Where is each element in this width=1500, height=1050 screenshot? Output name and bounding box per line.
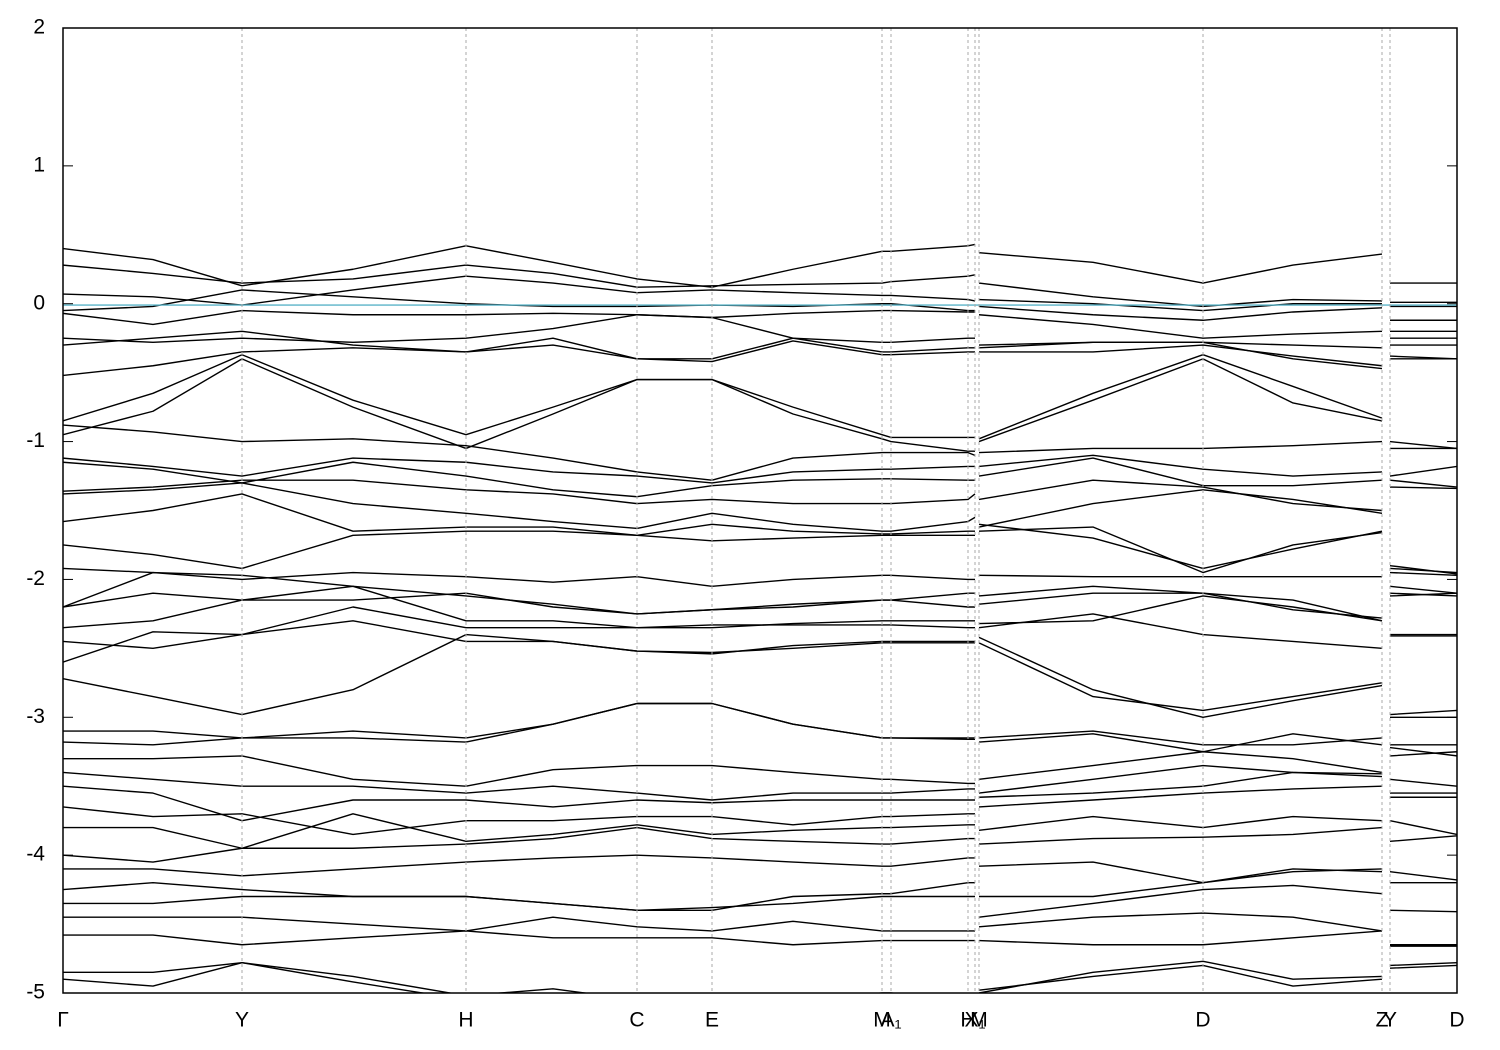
x-tick-label: Z <box>1376 1009 1389 1032</box>
band-line <box>63 702 1457 757</box>
x-tick-label: Y <box>1383 1009 1397 1032</box>
band-line <box>63 309 1457 339</box>
band-line <box>63 912 1457 946</box>
band-line <box>63 526 1457 575</box>
y-tick-label: 2 <box>33 16 45 39</box>
y-tick-label: -5 <box>26 981 45 1004</box>
x-tick-label: H <box>960 1009 975 1032</box>
x-tick-label: M <box>970 1009 988 1032</box>
band-line <box>63 854 1457 884</box>
band-line <box>63 567 1457 597</box>
x-tick-label: Γ <box>57 1009 69 1032</box>
x-tick-label: E <box>705 1009 719 1032</box>
x-tick-label: D <box>1449 1009 1464 1032</box>
band-line <box>63 457 1457 498</box>
band-line <box>63 264 1457 308</box>
band-line <box>63 243 1457 288</box>
plot-frame <box>62 27 1458 994</box>
band-line <box>63 746 1457 787</box>
x-tick-label: D <box>1195 1009 1210 1032</box>
y-tick-label: -2 <box>26 567 45 590</box>
band-line <box>63 354 1457 440</box>
band-line <box>63 960 1457 993</box>
band-line <box>63 314 1457 349</box>
plot-area <box>63 243 1457 993</box>
band-line <box>63 633 1457 718</box>
band-line <box>63 358 1457 452</box>
y-tick-label: -1 <box>26 429 45 452</box>
band-line <box>63 454 1457 484</box>
x-tick-label: C <box>629 1009 644 1032</box>
x-tick-label: H <box>458 1009 473 1032</box>
band-line <box>63 785 1457 836</box>
band-line <box>63 961 1457 993</box>
band-line <box>63 606 1457 663</box>
x-tick-label: X₁ <box>964 1009 985 1032</box>
y-tick-label: -3 <box>26 705 45 728</box>
band-line <box>63 764 1457 801</box>
x-tick-label: M <box>873 1009 891 1032</box>
band-line <box>63 930 1457 947</box>
x-tick-label: A₁ <box>880 1009 901 1032</box>
band-line <box>63 868 1457 911</box>
y-tick-label: 1 <box>33 153 45 176</box>
y-tick-label: -4 <box>26 843 45 866</box>
x-tick-label: Y <box>235 1009 249 1032</box>
band-line <box>63 826 1457 863</box>
band-line <box>63 884 1457 918</box>
band-line <box>63 493 1457 576</box>
y-tick-label: 0 <box>33 291 45 314</box>
